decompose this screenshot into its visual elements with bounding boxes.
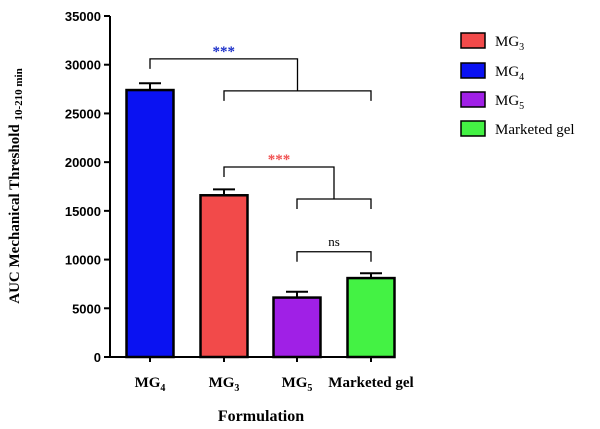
y-axis-title: AUC Mechanical Threshold 10-210 min <box>7 68 25 303</box>
significance-bracket <box>149 58 299 91</box>
y-tick-label: 5000 <box>72 301 101 316</box>
significance-label: ns <box>328 234 340 249</box>
x-tick-label: MG4 <box>135 375 166 394</box>
bar-mg5 <box>272 296 322 359</box>
legend-swatch <box>460 62 486 79</box>
significance-bracket <box>296 198 372 210</box>
legend-swatch <box>460 91 486 108</box>
x-axis-title: Formulation <box>218 408 304 425</box>
legend-swatch <box>460 120 486 137</box>
bar-mg4 <box>125 88 175 359</box>
legend-swatch <box>460 32 486 49</box>
legend-label: MG3 <box>495 34 524 53</box>
legend-label: MG4 <box>495 64 524 83</box>
significance-bracket <box>296 251 372 262</box>
bar-marketed-gel <box>346 276 396 359</box>
x-tick-label: MG5 <box>282 375 313 394</box>
legend-label: MG5 <box>495 93 524 112</box>
y-tick-label: 30000 <box>65 58 101 73</box>
significance-label: *** <box>268 152 291 168</box>
significance-bracket <box>223 90 372 101</box>
y-tick-label: 0 <box>94 350 101 365</box>
y-tick-label: 35000 <box>65 9 101 24</box>
bar-mg3 <box>199 194 249 359</box>
x-tick-label: Marketed gel <box>328 375 413 391</box>
y-tick-label: 20000 <box>65 155 101 170</box>
x-tick-label: MG3 <box>209 375 240 394</box>
significance-label: *** <box>213 44 236 60</box>
legend-label: Marketed gel <box>495 122 575 138</box>
significance-bracket <box>223 166 335 200</box>
y-tick-label: 10000 <box>65 253 101 268</box>
y-tick-label: 25000 <box>65 106 101 121</box>
y-tick-label: 15000 <box>65 204 101 219</box>
